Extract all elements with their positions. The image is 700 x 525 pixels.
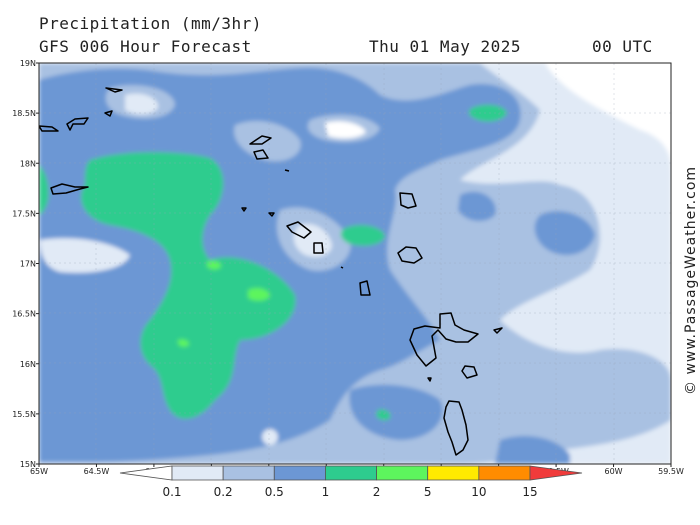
legend-swatch-1 [171,465,224,481]
legend-swatch-7 [478,465,531,481]
legend-swatch-3 [273,465,326,481]
forecast-date: Thu 01 May 2025 [369,37,521,56]
lat-label-17-5n: 17.5N [12,209,36,218]
coastlines [39,87,503,456]
lon-label-59-5w: 59.5W [658,467,684,476]
legend-label-15: 15 [522,485,537,499]
legend-swatch-2 [222,465,275,481]
legend-swatch-max [529,465,583,481]
lat-label-19n: 19N [20,59,36,68]
legend-swatch-5 [376,465,429,481]
lat-label-15-5n: 15.5N [12,410,36,419]
lon-label-65w: 65W [30,467,48,476]
legend-colorbar [119,465,583,481]
legend-label-2: 2 [373,485,381,499]
legend-label-0-5: 0.5 [265,485,284,499]
forecast-time: 00 UTC [592,37,653,56]
legend-label-10: 10 [471,485,486,499]
legend-label-5: 5 [424,485,432,499]
legend-label-0-1: 0.1 [162,485,181,499]
lat-label-18n: 18N [20,159,36,168]
legend-swatch-4 [325,465,377,481]
chart-title: Precipitation (mm/3hr) [39,14,262,33]
credit-watermark: © www.PassageWeather.com [683,165,699,395]
legend-label-0-2: 0.2 [214,485,233,499]
lon-label-64-5w: 64.5W [84,467,110,476]
lon-label-60w: 60W [604,467,622,476]
model-subtitle: GFS 006 Hour Forecast [39,37,252,56]
precip-field [39,63,671,464]
legend-swatch-6 [427,465,480,481]
legend-label-1: 1 [322,485,330,499]
legend-labels: 0.1 0.2 0.5 1 2 5 10 15 [162,485,537,499]
lat-label-18-5n: 18.5N [12,109,36,118]
latitude-labels: 19N 18.5N 18N 17.5N 17N 16.5N 16N 15.5N 15N [12,59,39,469]
lat-label-17n: 17N [20,260,36,269]
lat-label-16n: 16N [20,360,36,369]
lat-label-16-5n: 16.5N [12,310,36,319]
lat-label-15n: 15N [20,460,36,469]
